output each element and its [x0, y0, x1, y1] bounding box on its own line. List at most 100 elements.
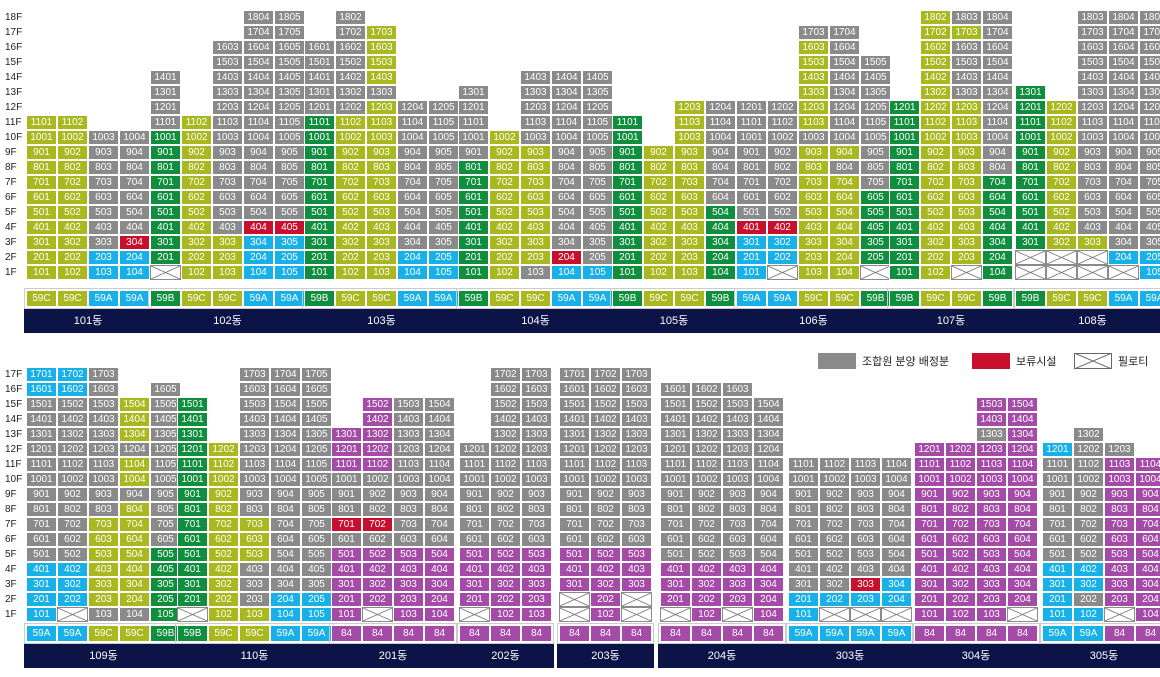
unit-cell: 1502 — [57, 397, 88, 412]
unit-cell: 503 — [366, 205, 397, 220]
unit-cell: 1203 — [239, 442, 270, 457]
unit-cell: 202 — [767, 250, 798, 265]
unit-cell: 903 — [88, 145, 119, 160]
unit-cell: 1401 — [177, 412, 208, 427]
unit-cell: 1703 — [798, 25, 829, 40]
unit-cell: 902 — [181, 145, 212, 160]
unit-type-box: 59C — [920, 290, 951, 307]
unit-cell: 501 — [889, 205, 920, 220]
unit-cell: 705 — [582, 175, 613, 190]
unit-cell: 1602 — [920, 40, 951, 55]
unit-cell: 503 — [1104, 547, 1135, 562]
unit-cell: 1703 — [88, 367, 119, 382]
unit-cell: 103 — [674, 265, 705, 280]
unit-cell: 504 — [119, 205, 150, 220]
unit-cell: 1305 — [860, 85, 891, 100]
unit-cell: 1203 — [621, 442, 652, 457]
unit-cell: 505 — [582, 205, 613, 220]
unit-cell: 104 — [243, 265, 274, 280]
unit-cell: 1004 — [119, 130, 150, 145]
unit-cell: 1703 — [521, 367, 552, 382]
piloti-cell — [660, 607, 691, 622]
unit-cell: 902 — [590, 487, 621, 502]
unit-cell: 502 — [945, 547, 976, 562]
unit-cell: 201 — [26, 592, 57, 607]
unit-cell: 1001 — [177, 472, 208, 487]
unit-cell: 1802 — [920, 10, 951, 25]
unit-cell: 1002 — [490, 472, 521, 487]
unit-cell: 1002 — [590, 472, 621, 487]
unit-cell: 505 — [301, 547, 332, 562]
unit-cell: 501 — [458, 205, 489, 220]
unit-cell: 1003 — [393, 472, 424, 487]
unit-type-box: 59C — [520, 290, 551, 307]
unit-cell: 1302 — [691, 427, 722, 442]
unit-cell: 402 — [489, 220, 520, 235]
unit-cell: 1203 — [951, 100, 982, 115]
unit-cell: 203 — [521, 592, 552, 607]
unit-cell: 901 — [459, 487, 490, 502]
unit-cell: 1202 — [490, 442, 521, 457]
unit-cell: 1003 — [951, 130, 982, 145]
unit-cell: 204 — [551, 250, 582, 265]
unit-cell: 202 — [335, 250, 366, 265]
unit-cell: 1002 — [767, 130, 798, 145]
unit-type-box: 84 — [691, 625, 722, 642]
unit-cell: 203 — [976, 592, 1007, 607]
building-label: 201동 — [329, 644, 457, 668]
unit-cell: 605 — [428, 190, 459, 205]
unit-cell: 1001 — [150, 130, 181, 145]
unit-cell: 1305 — [1139, 85, 1160, 100]
unit-cell: 203 — [850, 592, 881, 607]
unit-cell: 1505 — [301, 397, 332, 412]
unit-cell: 1605 — [150, 382, 181, 397]
unit-cell: 1603 — [722, 382, 753, 397]
unit-cell: 205 — [301, 592, 332, 607]
unit-cell: 501 — [914, 547, 945, 562]
unit-cell: 405 — [428, 220, 459, 235]
unit-cell: 702 — [181, 175, 212, 190]
unit-cell: 103 — [239, 607, 270, 622]
unit-cell: 902 — [945, 487, 976, 502]
unit-cell: 704 — [1007, 517, 1038, 532]
unit-cell: 403 — [951, 220, 982, 235]
unit-cell: 703 — [521, 517, 552, 532]
floor-label: 17F — [5, 27, 23, 38]
unit-cell: 1405 — [274, 70, 305, 85]
unit-cell: 201 — [612, 250, 643, 265]
unit-cell: 303 — [798, 235, 829, 250]
unit-cell: 704 — [982, 175, 1013, 190]
unit-cell: 1003 — [1104, 472, 1135, 487]
unit-cell: 703 — [976, 517, 1007, 532]
unit-cell: 303 — [521, 577, 552, 592]
unit-cell: 1103 — [393, 457, 424, 472]
piloti-cell — [1046, 265, 1077, 280]
unit-cell: 204 — [270, 592, 301, 607]
unit-cell: 1305 — [301, 427, 332, 442]
unit-cell: 105 — [582, 265, 613, 280]
unit-cell: 603 — [976, 532, 1007, 547]
unit-cell: 502 — [819, 547, 850, 562]
unit-cell: 504 — [1108, 205, 1139, 220]
unit-cell: 504 — [243, 205, 274, 220]
unit-cell: 303 — [951, 235, 982, 250]
unit-cell: 905 — [301, 487, 332, 502]
unit-cell: 803 — [722, 502, 753, 517]
unit-cell: 1103 — [521, 457, 552, 472]
unit-cell: 1805 — [1139, 10, 1160, 25]
unit-cell: 402 — [57, 220, 88, 235]
unit-cell: 202 — [643, 250, 674, 265]
unit-cell: 1301 — [177, 427, 208, 442]
building-label: 305동 — [1040, 644, 1160, 668]
unit-type-box: 59A — [397, 290, 428, 307]
unit-cell: 1804 — [982, 10, 1013, 25]
unit-cell: 1702 — [590, 367, 621, 382]
unit-cell: 205 — [274, 250, 305, 265]
unit-cell: 204 — [982, 250, 1013, 265]
unit-cell: 1102 — [590, 457, 621, 472]
unit-cell: 903 — [212, 145, 243, 160]
unit-cell: 101 — [458, 265, 489, 280]
unit-cell: 504 — [829, 205, 860, 220]
unit-type-box: 59A — [88, 290, 119, 307]
piloti-cell — [362, 607, 393, 622]
